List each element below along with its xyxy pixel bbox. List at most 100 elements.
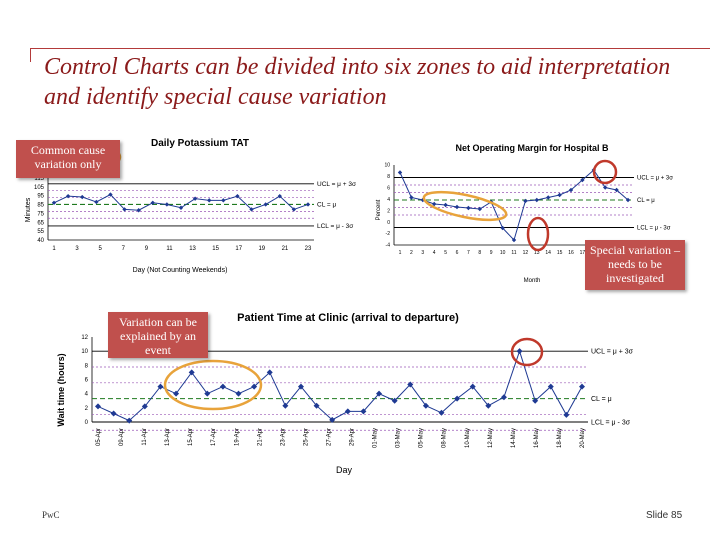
cl-label: CL = μ (637, 198, 655, 204)
x-tick-label: 05-May (419, 428, 425, 448)
chart2-xlabel: Month (524, 278, 541, 284)
data-point (80, 194, 85, 200)
ucl-label: UCL = μ + 3σ (317, 181, 356, 188)
data-point (409, 195, 414, 200)
data-point (500, 394, 507, 401)
x-tick-label: 9 (490, 250, 493, 256)
x-tick-label: 9 (145, 246, 149, 252)
data-point (485, 402, 492, 409)
cl-label: CL = μ (317, 202, 336, 209)
x-tick-label: 23 (305, 246, 312, 252)
data-point (579, 383, 585, 390)
data-point (126, 417, 133, 424)
data-point (51, 200, 57, 205)
ucl-label: UCL = μ + 3σ (591, 349, 634, 356)
footer-logo-text: PwC (42, 510, 60, 520)
oval-special-clinic (510, 337, 544, 367)
chart2-control-lines: UCL = μ + 3σ CL = μ LCL = μ - 3σ (394, 176, 673, 232)
series-line (97, 349, 583, 422)
data-point (178, 205, 184, 210)
y-tick-label: 6 (387, 186, 390, 192)
data-point (313, 402, 320, 409)
data-point (422, 402, 429, 409)
data-point (219, 383, 226, 390)
data-point (407, 381, 414, 388)
x-tick-label: 11-Apr (142, 428, 148, 446)
chart3-xlabel: Day (336, 465, 353, 475)
x-tick-label: 13 (189, 246, 196, 252)
x-tick-label: 3 (421, 250, 424, 256)
oval-event (163, 359, 263, 411)
chart1-xlabel: Day (Not Counting Weekends) (133, 267, 228, 274)
x-tick-label: 16-May (534, 428, 540, 448)
x-tick-label: 12-May (488, 428, 494, 448)
x-tick-label: 21-Apr (257, 428, 263, 446)
y-tick-label: 0 (85, 420, 89, 426)
x-tick-label: 4 (433, 250, 436, 256)
chart3-series (95, 348, 585, 424)
y-tick-label: 4 (387, 197, 390, 203)
data-point (235, 193, 240, 199)
chart2-y-ticks: -4 -2 0 2 4 6 8 10 (384, 163, 395, 249)
x-tick-label: 23-Apr (280, 428, 286, 446)
data-point (251, 383, 258, 390)
slide-number: Slide 85 (646, 510, 683, 521)
y-tick-label: 55 (37, 229, 44, 235)
data-point (188, 369, 195, 376)
x-tick-label: 5 (444, 250, 447, 256)
chart3-title: Patient Time at Clinic (arrival to depar… (237, 312, 459, 324)
y-tick-label: 4 (85, 392, 89, 398)
x-tick-label: 25-Apr (303, 428, 309, 446)
data-point (443, 202, 448, 208)
x-tick-label: 09-Apr (119, 428, 125, 446)
x-tick-label: 17 (580, 250, 586, 256)
x-tick-label: 1 (52, 246, 56, 252)
y-tick-label: -4 (386, 243, 391, 249)
y-tick-label: 10 (81, 349, 88, 355)
y-tick-label: 2 (387, 208, 390, 214)
data-point (376, 390, 383, 397)
x-tick-label: 21 (282, 246, 289, 252)
y-tick-label: 65 (37, 220, 44, 226)
lcl-label: LCL = μ - 3σ (317, 223, 353, 230)
data-point (516, 348, 523, 355)
oval-special-high (592, 159, 618, 185)
data-point (192, 196, 198, 201)
x-tick-label: 27-Apr (326, 428, 332, 446)
x-tick-label: 19-Apr (234, 428, 240, 446)
y-tick-label: 10 (384, 163, 390, 169)
data-point (568, 187, 574, 193)
callout-special-variation: Special variation – needs to be investig… (585, 240, 685, 290)
data-point (221, 198, 226, 203)
data-point (432, 201, 437, 207)
x-tick-label: 05-Apr (96, 428, 102, 446)
y-tick-label: 75 (37, 211, 44, 217)
x-tick-label: 19 (258, 246, 265, 252)
title-rule-tick (30, 48, 31, 62)
x-tick-label: 17-Apr (211, 428, 217, 446)
x-tick-label: 5 (99, 246, 103, 252)
data-point (277, 193, 282, 199)
y-tick-label: 12 (81, 335, 88, 341)
x-tick-label: 15-Apr (188, 428, 194, 446)
lcl-label: LCL = μ - 3σ (637, 226, 671, 232)
y-tick-label: 8 (387, 174, 390, 180)
chart2-ylabel: Percent (376, 199, 382, 220)
data-point (360, 408, 367, 415)
lcl-label: LCL = μ - 3σ (591, 419, 631, 426)
x-tick-label: 17 (235, 246, 242, 252)
x-tick-label: 10-May (465, 428, 471, 448)
data-point (95, 403, 101, 410)
data-point (344, 408, 351, 415)
y-tick-label: 85 (37, 203, 44, 209)
x-tick-label: 15 (212, 246, 219, 252)
data-point (122, 207, 127, 212)
data-point (477, 206, 482, 212)
x-tick-label: 08-May (442, 428, 448, 448)
ucl-label: UCL = μ + 3σ (637, 176, 673, 182)
x-tick-label: 14-May (511, 428, 517, 448)
data-point (65, 193, 71, 199)
x-tick-label: 11 (511, 250, 516, 256)
data-point (438, 409, 445, 416)
title-rule (30, 48, 710, 49)
